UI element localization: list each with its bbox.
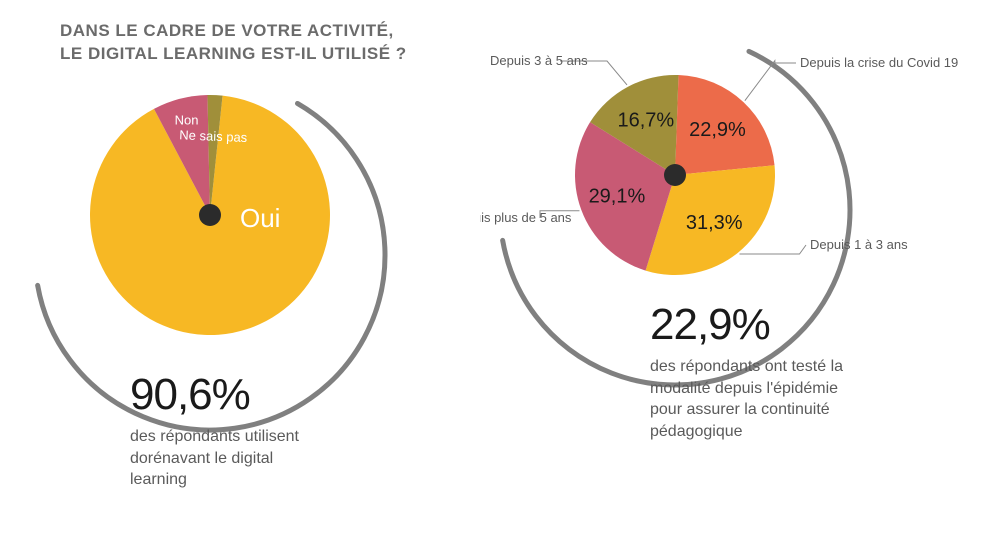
ext-label-plus5: Depuis plus de 5 ans xyxy=(480,210,572,225)
left-big-number: 90,6% xyxy=(130,370,360,420)
slice-label-oui: Oui xyxy=(240,203,280,233)
left-caption: des répondants utilisent dorénavant le d… xyxy=(130,426,300,491)
leader-covid xyxy=(745,61,796,101)
right-panel: 22,9% 31,3% 29,1% 16,7% Depuis la crise du C… xyxy=(480,0,993,552)
slice-label-non: Non xyxy=(175,112,199,127)
slice-pct-3a5: 16,7% xyxy=(617,109,674,131)
left-panel: Oui NonNe sais pas 90,6% des répondants u… xyxy=(0,0,480,552)
right-caption: des répondants ont testé la modalité dep… xyxy=(650,356,850,442)
ext-label-covid: Depuis la crise du Covid 19 xyxy=(800,55,958,70)
slice-pct-1a3: 31,3% xyxy=(686,212,743,234)
right-big-number: 22,9% xyxy=(650,300,910,350)
ext-label-1a3: Depuis 1 à 3 ans xyxy=(810,237,908,252)
ext-label-3a5: Depuis 3 à 5 ans xyxy=(490,53,588,68)
slice-pct-plus5: 29,1% xyxy=(589,186,646,208)
right-pie-chart: 22,9% 31,3% 29,1% 16,7% Depuis la crise du C… xyxy=(480,0,993,552)
slice-label-nsp: Ne sais pas xyxy=(179,127,248,145)
slice-pct-covid: 22,9% xyxy=(689,119,746,141)
hub-dot xyxy=(199,204,221,226)
leader-1a3 xyxy=(739,245,806,254)
hub-dot xyxy=(664,164,686,186)
